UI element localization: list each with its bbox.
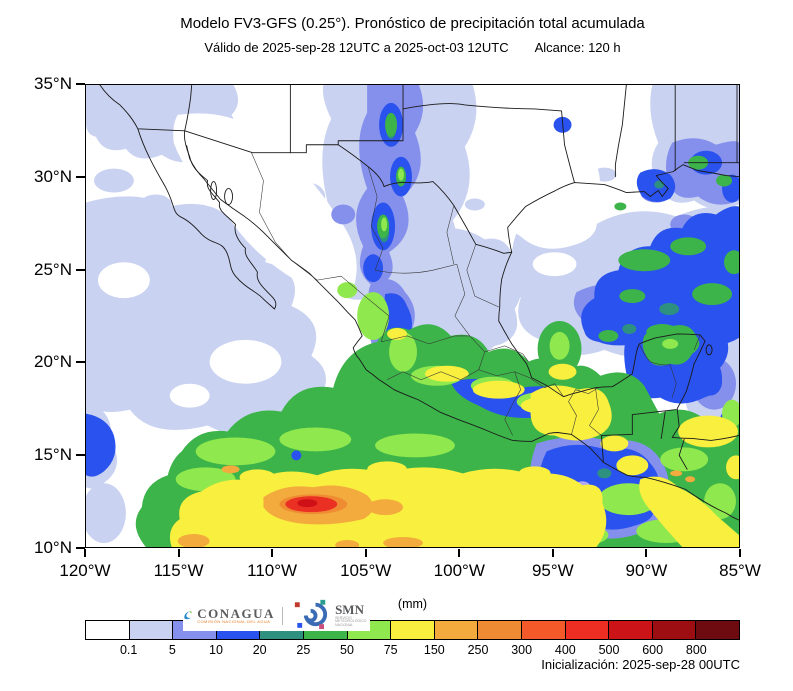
forecast-range-text: Alcance: 120 h (534, 40, 621, 55)
y-axis-tick (76, 361, 85, 364)
y-axis-label: 10°N (34, 538, 72, 557)
smn-tagline: SERVICIO METEOROLÓGICO NACIONAL (335, 615, 367, 628)
colorbar-cell (565, 621, 610, 639)
x-axis-label: 105°W (340, 561, 392, 580)
colorbar-cell (434, 621, 479, 639)
smn-logo-text: SMN (335, 602, 364, 618)
colorbar-tick-label: 5 (168, 643, 176, 657)
colorbar-tick-label: 400 (554, 643, 576, 657)
colorbar-cell (696, 621, 739, 639)
colorbar-tick-label: 800 (685, 643, 707, 657)
y-axis-tick (76, 83, 85, 85)
x-axis-tick (364, 549, 367, 557)
colorbar-cell (652, 621, 697, 639)
x-axis-tick (458, 549, 461, 557)
x-axis-tick (739, 549, 741, 557)
precip-layer-dry-holes (97, 113, 600, 408)
y-axis-label: 30°N (34, 166, 72, 186)
initialization-label: Inicialización: 2025-sep-28 00UTC (541, 657, 740, 672)
colorbar-cell (478, 621, 522, 639)
colorbar-tick-label: 25 (296, 643, 311, 657)
colorbar-tick-label: 50 (340, 643, 354, 657)
x-axis-label: 100°W (433, 561, 485, 580)
page-subtitle: Válido de 2025-sep-28 12UTC a 2025-oct-0… (85, 40, 740, 55)
colorbar-cell (86, 621, 130, 639)
y-axis-label: 25°N (34, 259, 72, 279)
x-axis-tick (645, 549, 648, 557)
colorbar-tick-label: 20 (252, 643, 267, 657)
colorbar-units-label: (mm) (397, 597, 428, 611)
y-axis-label: 35°N (34, 74, 72, 93)
x-axis-label: 95°W (531, 561, 574, 580)
conagua-wave-icon (184, 611, 193, 620)
x-axis-label: 120°W (59, 561, 111, 580)
colorbar-cell (521, 621, 566, 639)
coastline-borders (99, 85, 739, 521)
y-axis-tick (76, 268, 85, 271)
precip-layer-red (285, 496, 338, 513)
colorbar-tick-label: 500 (598, 643, 620, 657)
valid-period-text: Válido de 2025-sep-28 12UTC a 2025-oct-0… (204, 40, 509, 55)
x-axis-label: 85°W (719, 561, 761, 580)
page-title: Modelo FV3-GFS (0.25°). Pronóstico de pr… (180, 15, 645, 32)
state-borders (251, 152, 701, 436)
colorbar-tick-label: 150 (423, 643, 445, 657)
x-axis-label: 110°W (247, 561, 298, 580)
colorbar-cell (129, 621, 174, 639)
x-axis-tick (551, 549, 554, 557)
y-axis-label: 20°N (34, 352, 72, 372)
colorbar-tick-label: 300 (511, 643, 533, 657)
x-axis-tick (84, 549, 86, 557)
y-axis-tick (76, 175, 85, 178)
x-axis-label: 115°W (153, 561, 204, 580)
x-axis-label: 90°W (625, 561, 668, 580)
x-axis-tick (177, 549, 180, 557)
colorbar-tick-label: 10 (209, 643, 223, 657)
smn-glyph-icon (294, 599, 327, 629)
colorbar-tick-label: 75 (383, 643, 398, 657)
conagua-logo-text: CONAGUA (197, 605, 275, 621)
smn-logo: SMN SERVICIO METEOROLÓGICO NACIONAL (290, 595, 370, 636)
agency-logo-box: CONAGUA COMISIÓN NACIONAL DEL AGUA SMN S… (183, 599, 370, 631)
logo-divider (281, 606, 283, 625)
colorbar-tick-label: 600 (642, 643, 664, 657)
map-plot-area: CONAGUA COMISIÓN NACIONAL DEL AGUA SMN S… (85, 84, 740, 631)
y-axis-tick (76, 547, 85, 549)
conagua-logo: CONAGUA COMISIÓN NACIONAL DEL AGUA (183, 605, 275, 625)
conagua-tagline: COMISIÓN NACIONAL DEL AGUA (197, 619, 271, 625)
colorbar-cell (391, 621, 435, 639)
colorbar-tick-label: 0.1 (119, 643, 138, 657)
precipitation-map (86, 85, 739, 547)
colorbar-cell (609, 621, 653, 639)
y-axis-tick (76, 454, 85, 457)
y-axis-label: 15°N (34, 445, 72, 465)
colorbar-tick-label: 250 (467, 643, 489, 657)
x-axis-tick (271, 549, 274, 557)
